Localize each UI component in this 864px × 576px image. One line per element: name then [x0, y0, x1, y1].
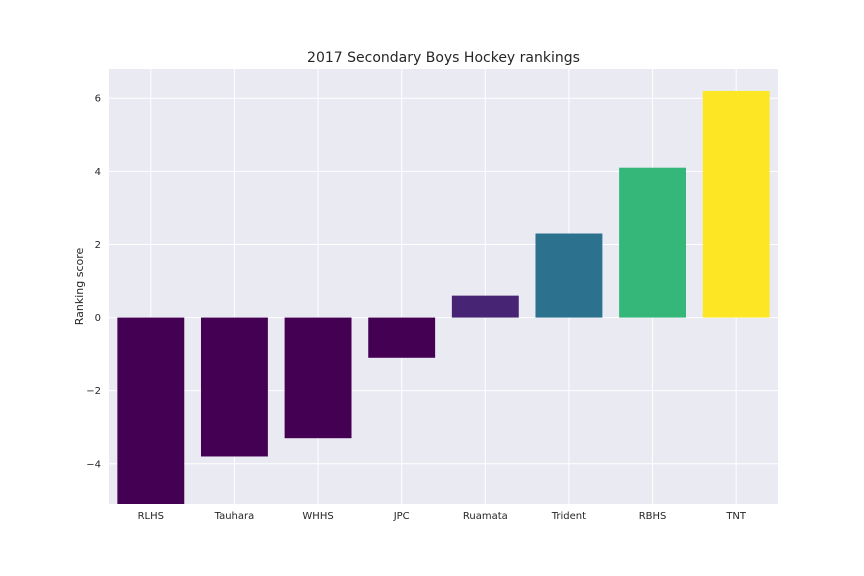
y-tick-labels: −4 −2 0 2 4 6: [86, 94, 101, 471]
x-tick-label: RBHS: [639, 511, 667, 522]
x-tick-label: Ruamata: [463, 511, 508, 522]
bar-whhs: [284, 317, 352, 439]
bar-jpc: [368, 317, 436, 358]
y-tick-label: −4: [86, 459, 101, 470]
bar-tauhara: [200, 317, 268, 457]
x-tick-label: Tauhara: [214, 511, 255, 522]
bar-rbhs: [619, 167, 687, 318]
x-tick-label: TNT: [725, 511, 747, 522]
y-tick-label: 4: [95, 167, 101, 178]
chart-title: 2017 Secondary Boys Hockey rankings: [307, 50, 580, 66]
x-tick-label: Trident: [551, 511, 586, 522]
y-tick-label: 2: [95, 240, 101, 251]
bar-rlhs: [117, 317, 185, 504]
bar-trident: [535, 233, 603, 318]
y-tick-label: 0: [95, 313, 101, 324]
y-axis-label: Ranking score: [73, 248, 86, 326]
x-tick-label: RLHS: [138, 511, 164, 522]
bars: [117, 90, 770, 504]
x-tick-labels: RLHS Tauhara WHHS JPC Ruamata Trident RBHS TNT: [138, 511, 747, 522]
x-tick-label: WHHS: [302, 511, 333, 522]
bar-tnt: [702, 90, 770, 318]
y-tick-label: −2: [86, 386, 101, 397]
y-tick-label: 6: [95, 94, 101, 105]
x-tick-label: JPC: [393, 511, 410, 522]
bar-ruamata: [451, 295, 519, 318]
